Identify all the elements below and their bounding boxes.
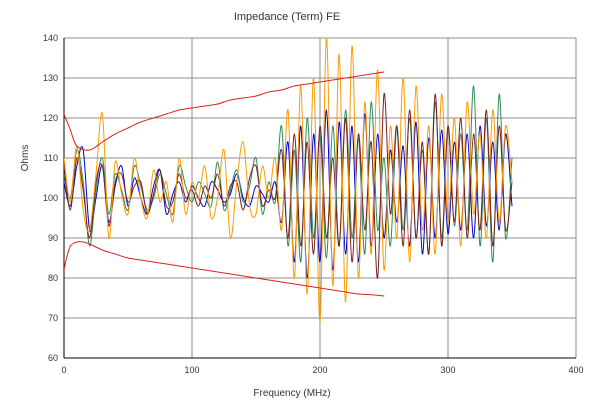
series-line-6 <box>64 241 385 297</box>
y-tick-label-120: 120 <box>43 113 58 123</box>
chart-title: Impedance (Term) FE <box>234 11 340 23</box>
y-tick-label-80: 80 <box>48 273 58 283</box>
x-axis-label: Frequency (MHz) <box>253 388 330 399</box>
y-tick-label-70: 70 <box>48 313 58 323</box>
series-line-5 <box>64 71 385 151</box>
y-tick-label-100: 100 <box>43 193 58 203</box>
y-tick-label-90: 90 <box>48 233 58 243</box>
x-tick-label-200: 200 <box>312 365 327 375</box>
x-tick-label-0: 0 <box>61 365 66 375</box>
tick-labels: 60 70 80 90 100 110 120 130 140 0 100 200 300 400 <box>43 33 584 375</box>
y-tick-label-130: 130 <box>43 73 58 83</box>
x-tick-label-300: 300 <box>440 365 455 375</box>
y-tick-label-60: 60 <box>48 353 58 363</box>
series-line-1 <box>64 109 513 279</box>
y-tick-label-140: 140 <box>43 33 58 43</box>
x-tick-label-100: 100 <box>184 365 199 375</box>
grid-lines <box>63 37 577 359</box>
series-line-4 <box>64 38 513 323</box>
x-tick-label-400: 400 <box>568 365 583 375</box>
y-tick-label-110: 110 <box>44 153 58 163</box>
y-axis-label: Ohms <box>20 145 31 172</box>
series-group <box>64 38 513 323</box>
